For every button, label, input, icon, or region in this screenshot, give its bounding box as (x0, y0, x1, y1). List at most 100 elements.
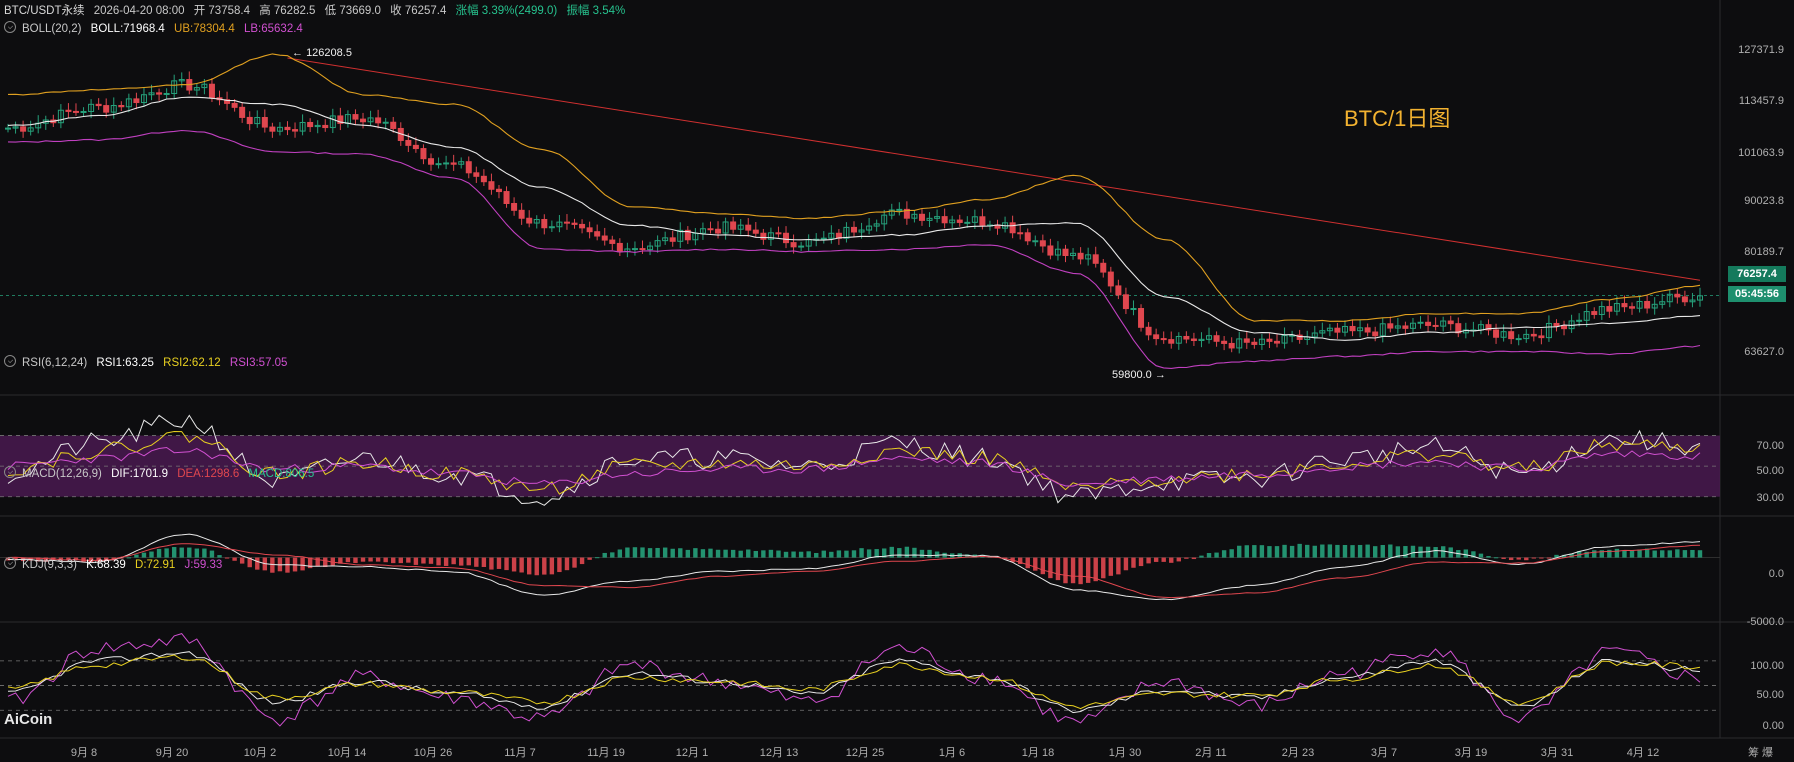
eye-icon[interactable] (4, 21, 16, 33)
macd-histogram-bar (255, 557, 260, 570)
x-tick-label: 10月 26 (413, 747, 453, 759)
macd-histogram-bar (836, 550, 842, 558)
eye-icon[interactable] (4, 355, 16, 367)
candle-body (1364, 327, 1371, 333)
macd-histogram-bar (1274, 546, 1280, 558)
j-line (7, 633, 1701, 727)
macd-tick: -5000.0 (1746, 616, 1784, 628)
candle-body (118, 105, 125, 108)
x-tick-label: 2月 11 (1195, 747, 1227, 759)
macd-histogram-bar (753, 550, 759, 558)
high-label: 高 76282.5 (259, 5, 316, 17)
x-tick-label: 12月 25 (845, 747, 885, 759)
macd-histogram-bar (1176, 557, 1182, 562)
macd-histogram-bar (519, 557, 524, 573)
candle-body (888, 209, 895, 216)
candle-body (790, 242, 797, 248)
candle-body (276, 126, 283, 132)
macd-histogram-bar (1576, 551, 1582, 558)
macd-histogram-bar (594, 557, 600, 559)
eye-icon[interactable] (4, 557, 16, 569)
macd-histogram-bar (285, 557, 290, 573)
macd-histogram-bar (912, 547, 917, 558)
candle-body (964, 221, 971, 224)
macd-histogram-bar (398, 557, 403, 564)
macd-histogram-bar (1327, 544, 1333, 558)
macd-histogram-bar (224, 557, 230, 559)
macd-histogram-bar (368, 557, 373, 562)
candle-body (1130, 308, 1137, 311)
macd-histogram-bar (103, 557, 109, 561)
corner-tools[interactable]: 筹 爆 (1748, 747, 1774, 759)
macd-histogram-bar (270, 557, 275, 573)
candle-body (511, 203, 518, 211)
candle-body (133, 98, 140, 104)
macd-histogram-bar (391, 557, 396, 564)
candle-body (1296, 334, 1303, 340)
datetime-label: 2026-04-20 08:00 (93, 5, 185, 17)
candle-body (979, 216, 986, 226)
macd-histogram-bar (164, 548, 169, 558)
macd-histogram-bar (1365, 544, 1370, 558)
macd-histogram-bar (1614, 548, 1620, 558)
macd-histogram-bar (1471, 551, 1476, 558)
candle-body (1644, 300, 1651, 309)
macd-histogram-bar (1123, 557, 1129, 571)
candle-body (533, 218, 540, 224)
x-tick-label: 12月 13 (759, 747, 799, 759)
x-tick-label: 3月 31 (1540, 747, 1574, 759)
macd-histogram-bar (1508, 557, 1514, 561)
candle-body (246, 116, 253, 125)
candle-body (367, 117, 374, 123)
dif-line (7, 533, 1701, 601)
candle-body (518, 209, 525, 219)
x-tick-label: 4月 12 (1626, 747, 1660, 759)
kdj-tick: 100.00 (1750, 660, 1784, 672)
kdj-name: KDJ(9,3,3) (22, 559, 77, 571)
candle-body (609, 239, 616, 244)
candle-body (903, 208, 910, 219)
candle-body (412, 144, 419, 150)
k-line (7, 651, 1701, 714)
macd-histogram-bar (708, 548, 713, 558)
candle-body (594, 231, 601, 237)
candle-body (1455, 323, 1462, 334)
macd-histogram-bar (73, 557, 79, 561)
macd-histogram-bar (1524, 557, 1529, 561)
macd-histogram-bar (1644, 548, 1650, 558)
candle-body (934, 216, 941, 219)
candle-body (1175, 335, 1182, 344)
macd-histogram-bar (1629, 550, 1635, 558)
macd-histogram-bar (829, 551, 834, 558)
macd-histogram-bar (1116, 557, 1121, 575)
candle-body (1515, 338, 1522, 341)
candle-body (563, 221, 570, 224)
candle-body (677, 229, 684, 242)
candle-body (95, 103, 102, 107)
x-tick-label: 1月 6 (938, 747, 966, 759)
candle-body (1228, 342, 1235, 349)
last-price-tag: 76257.4 (1728, 266, 1786, 282)
macd-histogram-bar (504, 557, 509, 571)
candle-body (1598, 306, 1605, 315)
candle-body (314, 124, 321, 128)
macd-histogram-bar (1252, 545, 1257, 558)
candle-body (775, 232, 782, 235)
boll-lb-label: LB:65632.4 (243, 23, 303, 35)
candle-body (458, 161, 465, 165)
x-tick-label: 1月 18 (1021, 747, 1055, 759)
candle-body (1062, 248, 1069, 257)
candle-body (548, 226, 555, 229)
candle-body (224, 99, 231, 104)
macd-histogram-bar (1682, 550, 1688, 558)
candle-body (1198, 338, 1205, 342)
macd-histogram-bar (1403, 546, 1408, 558)
macd-histogram-bar (1357, 544, 1363, 558)
macd-histogram-bar (859, 548, 864, 558)
candle-body (284, 126, 291, 131)
macd-histogram-bar (1690, 549, 1695, 558)
eye-icon[interactable] (4, 466, 16, 478)
macd-histogram-bar (564, 557, 570, 571)
rsi2-line (7, 430, 1701, 495)
